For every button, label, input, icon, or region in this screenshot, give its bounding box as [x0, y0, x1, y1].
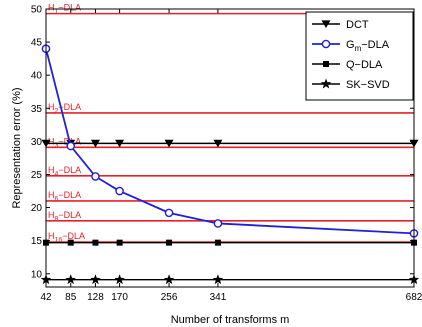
x-tick-label: 170 [111, 292, 128, 303]
y-tick-label: 15 [31, 236, 43, 247]
y-tick-label: 25 [31, 170, 43, 181]
x-tick-label: 85 [65, 292, 77, 303]
legend-label: SK−SVD [346, 79, 390, 91]
data-point [114, 274, 125, 285]
data-point [115, 186, 124, 196]
data-point [67, 239, 74, 246]
y-tick-label: 30 [31, 137, 43, 148]
y-tick-label: 50 [31, 5, 43, 16]
plot-frame [45, 8, 415, 288]
data-point [163, 274, 175, 285]
legend-label: Gm−DLA [346, 39, 390, 53]
data-point [164, 208, 174, 218]
y-tick-label: 40 [31, 71, 43, 82]
reference-line-label: H16−DLA [48, 231, 85, 244]
ticks: 42 85 128 170 256 341 682 10 15 20 25 30 35 40 45 50 [31, 5, 422, 304]
series-2 [43, 239, 417, 246]
series-3 [40, 274, 420, 285]
axes [45, 8, 415, 288]
x-tick-label: 42 [40, 292, 52, 303]
data-point [91, 172, 100, 181]
y-axis-label: Representation error (%) [11, 87, 23, 208]
y-tick-label: 45 [31, 38, 43, 49]
x-tick-label: 341 [210, 292, 227, 303]
series-1 [41, 44, 419, 238]
data-point [214, 239, 221, 246]
data-point [213, 219, 223, 228]
data-point [66, 141, 76, 151]
data-point [92, 239, 99, 246]
reference-line-label: H1−DLA [48, 3, 81, 16]
legend-label: DCT [346, 19, 369, 31]
data-point [90, 274, 101, 285]
data-point [65, 274, 76, 285]
data-point [213, 139, 223, 148]
y-tick-label: 20 [31, 203, 43, 214]
x-tick-label: 682 [406, 292, 422, 303]
data-point [90, 139, 100, 148]
data-point [323, 61, 329, 67]
data-point [212, 274, 224, 285]
data-point [166, 239, 173, 246]
data-point [321, 39, 331, 49]
legend: DCT Gm−DLA Q−DLA SK−SVD [305, 11, 414, 101]
legend-label: Q−DLA [346, 59, 383, 71]
data-point [115, 139, 125, 148]
x-tick-label: 256 [161, 292, 178, 303]
y-tick-label: 10 [31, 269, 43, 280]
y-tick-label: 35 [31, 104, 43, 115]
data-point [164, 139, 174, 148]
reference-line-label: H6−DLA [48, 190, 81, 203]
data-point [116, 239, 123, 246]
reference-line-label: H2−DLA [48, 102, 81, 115]
data-point [320, 78, 332, 89]
reference-line-label: H4−DLA [48, 165, 81, 178]
series-0 [41, 139, 419, 148]
x-tick-label: 128 [87, 292, 104, 303]
x-axis-label: Number of transforms m [171, 314, 290, 326]
data-point [321, 20, 331, 29]
reference-line-label: H8−DLA [48, 210, 81, 223]
